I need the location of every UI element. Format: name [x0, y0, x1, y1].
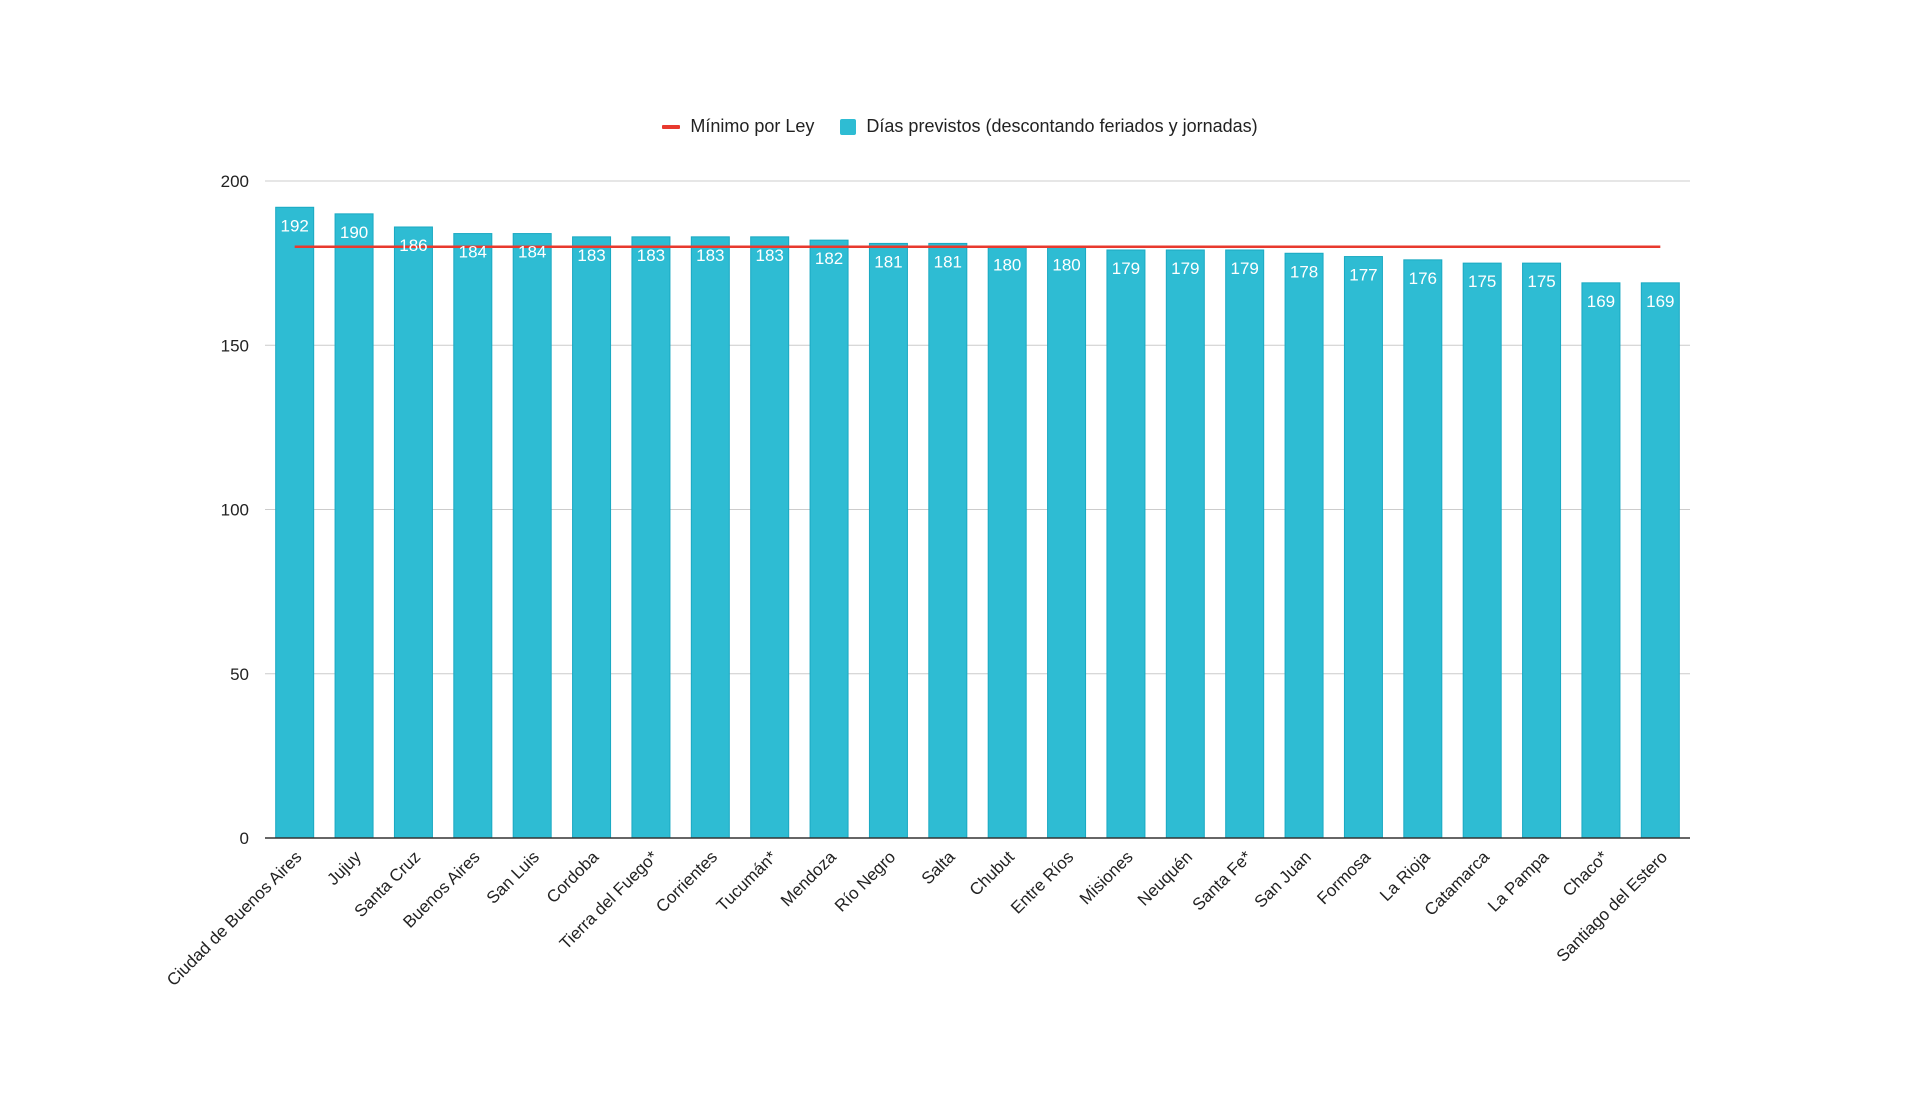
data-label: 180 [993, 256, 1021, 275]
x-tick-label: La Pampa [1484, 847, 1553, 916]
bar [987, 246, 1027, 839]
data-label: 183 [637, 246, 665, 265]
bar [690, 236, 730, 839]
x-tick-label: Corrientes [652, 847, 721, 916]
y-tick-label: 150 [221, 336, 249, 355]
legend-swatch-reference [662, 124, 681, 129]
data-label: 176 [1409, 269, 1437, 288]
bar [1522, 262, 1562, 839]
data-label: 175 [1527, 272, 1555, 291]
bar [868, 242, 908, 839]
x-tick-label: Río Negro [831, 847, 899, 915]
data-label: 175 [1468, 272, 1496, 291]
y-tick-label: 100 [221, 501, 249, 520]
x-tick-label: Jujuy [323, 847, 365, 889]
legend: Mínimo por Ley Días previstos (descontan… [0, 116, 1920, 137]
x-tick-label: Catamarca [1421, 847, 1494, 920]
y-tick-label: 50 [230, 665, 249, 684]
x-tick-label: Tucumán* [713, 847, 781, 915]
bar [453, 233, 493, 839]
data-label: 181 [874, 252, 902, 271]
x-tick-label: Cordoba [543, 847, 603, 907]
bar [750, 236, 790, 839]
data-label: 180 [1052, 256, 1080, 275]
data-label: 179 [1231, 259, 1259, 278]
y-tick-label: 200 [221, 172, 249, 191]
bar [1640, 282, 1680, 839]
x-tick-label: Chaco* [1559, 847, 1612, 900]
x-tick-label: Ciudad de Buenos Aires [163, 847, 305, 989]
data-label: 190 [340, 223, 368, 242]
bar [275, 206, 315, 839]
legend-swatch-series [840, 118, 857, 135]
x-tick-label: Tierra del Fuego* [556, 847, 662, 953]
x-tick-label: Neuquén [1134, 847, 1196, 909]
data-label: 183 [696, 246, 724, 265]
data-label: 186 [399, 236, 427, 255]
bar [1284, 252, 1324, 839]
data-label: 183 [756, 246, 784, 265]
bar [512, 233, 552, 839]
legend-label-series: Días previstos (descontando feriados y j… [866, 116, 1258, 136]
x-tick-label: San Luis [483, 847, 543, 907]
x-tick-label: Misiones [1076, 847, 1137, 908]
bar [1047, 246, 1087, 839]
data-label: 181 [934, 252, 962, 271]
data-label: 179 [1171, 259, 1199, 278]
bar [1403, 259, 1443, 839]
bar [1462, 262, 1502, 839]
x-tick-label: Entre Ríos [1007, 847, 1077, 917]
bar [572, 236, 612, 839]
data-label: 184 [518, 243, 546, 262]
x-tick-label: Chubut [966, 847, 1018, 899]
data-label: 182 [815, 249, 843, 268]
data-label: 184 [459, 243, 487, 262]
bar [1165, 249, 1205, 839]
legend-item-series: Días previstos (descontando feriados y j… [840, 116, 1258, 137]
data-label: 192 [281, 216, 309, 235]
bar [928, 242, 968, 839]
x-tick-label: San Juan [1251, 847, 1315, 911]
bar [809, 239, 849, 839]
bar [1581, 282, 1621, 839]
data-label: 169 [1587, 292, 1615, 311]
y-tick-label: 0 [240, 829, 249, 848]
legend-label-reference: Mínimo por Ley [690, 116, 815, 136]
bar [334, 213, 374, 839]
bar [1106, 249, 1146, 839]
x-tick-label: Santiago del Estero [1553, 847, 1671, 965]
bar [1343, 256, 1383, 839]
bar [1225, 249, 1265, 839]
bar [393, 226, 433, 839]
data-label: 183 [577, 246, 605, 265]
x-tick-label: Mendoza [777, 847, 840, 910]
bar [631, 236, 671, 839]
x-tick-label: Formosa [1313, 847, 1374, 908]
data-label: 177 [1349, 266, 1377, 285]
x-tick-label: Salta [918, 847, 959, 888]
data-label: 178 [1290, 262, 1318, 281]
x-tick-label: Santa Fe* [1189, 847, 1256, 914]
legend-item-reference: Mínimo por Ley [662, 116, 814, 137]
x-tick-label: La Rioja [1376, 847, 1434, 905]
data-label: 179 [1112, 259, 1140, 278]
data-label: 169 [1646, 292, 1674, 311]
